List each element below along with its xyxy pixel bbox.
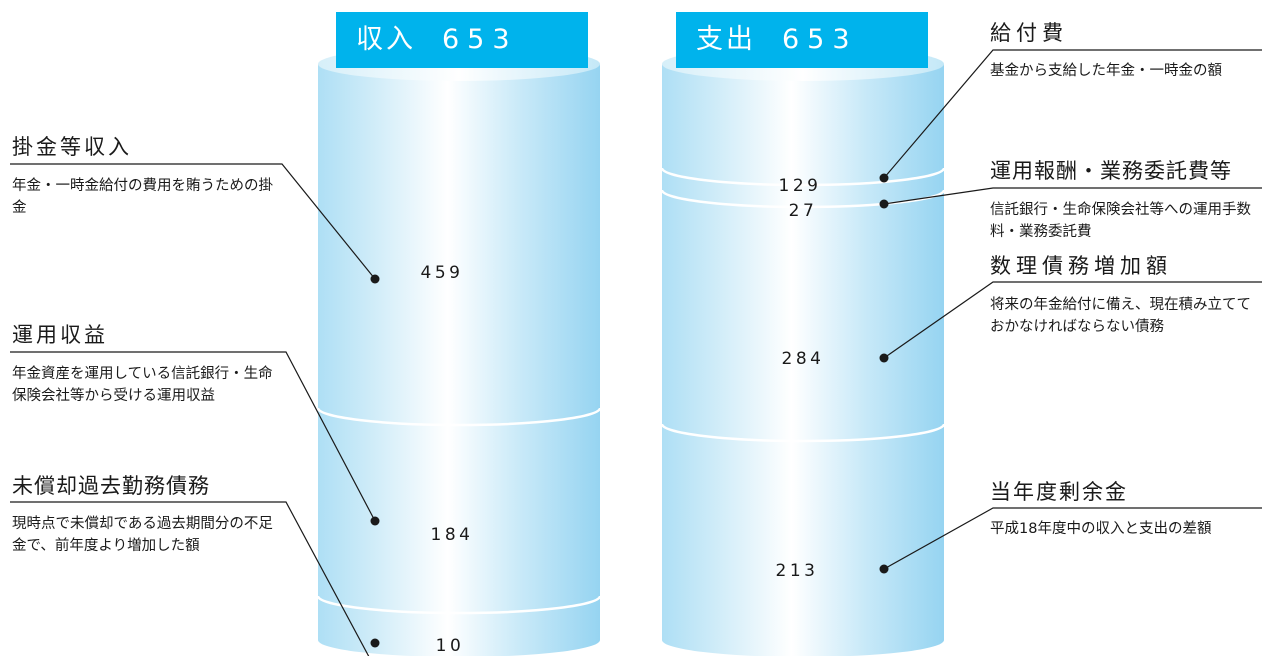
expenses-label-1-desc: 基金から支給した年金・一時金の額 [990,63,1222,79]
expenses-leader-3 [883,281,1262,359]
income-leader-2 [10,351,376,522]
expenses-segment-divider-3 [660,423,946,443]
expenses-leader-1 [883,49,1262,179]
expenses-banner: 支出 653 [676,12,928,68]
income-value-3: 10 [435,636,465,656]
income-title: 収入 [356,24,416,55]
income-dot-2 [370,516,380,526]
income-label-2-desc: 年金資産を運用している信託銀行・生命保険会社等から受ける運用収益 [12,366,273,404]
expenses-label-2-desc: 信託銀行・生命保険会社等への運用手数料・業務委託費 [990,202,1251,240]
income-total: 653 [442,24,518,55]
expenses-total: 653 [782,24,858,55]
income-cylinder-body [318,64,600,656]
expenses-dot-3 [879,353,889,363]
expenses-value-4: 213 [775,561,819,581]
income-dot-1 [370,274,380,284]
expenses-value-3: 284 [781,349,825,369]
expenses-label-4-desc: 平成18年度中の収入と支出の差額 [990,521,1212,537]
expenses-label-2-title: 運用報酬・業務委託費等 [990,159,1232,183]
income-value-2: 184 [430,525,474,545]
income-segment-divider-2 [316,595,602,615]
income-value-1: 459 [420,263,464,283]
income-label-2-title: 運用収益 [12,323,108,347]
income-label-3-desc: 現時点で未償却である過去期間分の不足金で、前年度より増加した額 [12,516,273,554]
expenses-dot-4 [879,564,889,574]
income-dot-3 [370,638,380,648]
income-leader-3 [10,501,370,656]
income-leader-1 [10,163,376,280]
income-label-3-title: 未償却過去勤務債務 [12,474,210,498]
income-label-1-title: 掛金等収入 [12,135,132,159]
expenses-label-3-title: 数理債務増加額 [990,254,1172,278]
income-label-1-desc: 年金・一時金給付の費用を賄うための掛金 [12,178,273,216]
expenses-value-2: 27 [788,201,818,221]
expenses-label-4-title: 当年度剰余金 [990,480,1128,504]
expenses-value-1: 129 [778,176,822,196]
expenses-title: 支出 [696,24,756,55]
expenses-leader-4 [883,507,1262,570]
expenses-label-3-desc: 将来の年金給付に備え、現在積み立てておかなければならない債務 [990,297,1251,335]
income-cylinder [316,47,602,656]
income-banner: 収入 653 [336,12,588,68]
expenses-dot-2 [879,199,889,209]
expenses-segment-divider-1 [660,167,946,187]
expenses-leader-2 [883,187,1262,205]
expenses-dot-1 [879,173,889,183]
income-segment-divider-1 [316,407,602,427]
expenses-label-1-title: 給付費 [990,21,1068,45]
expenses-cylinder-body [662,64,944,656]
